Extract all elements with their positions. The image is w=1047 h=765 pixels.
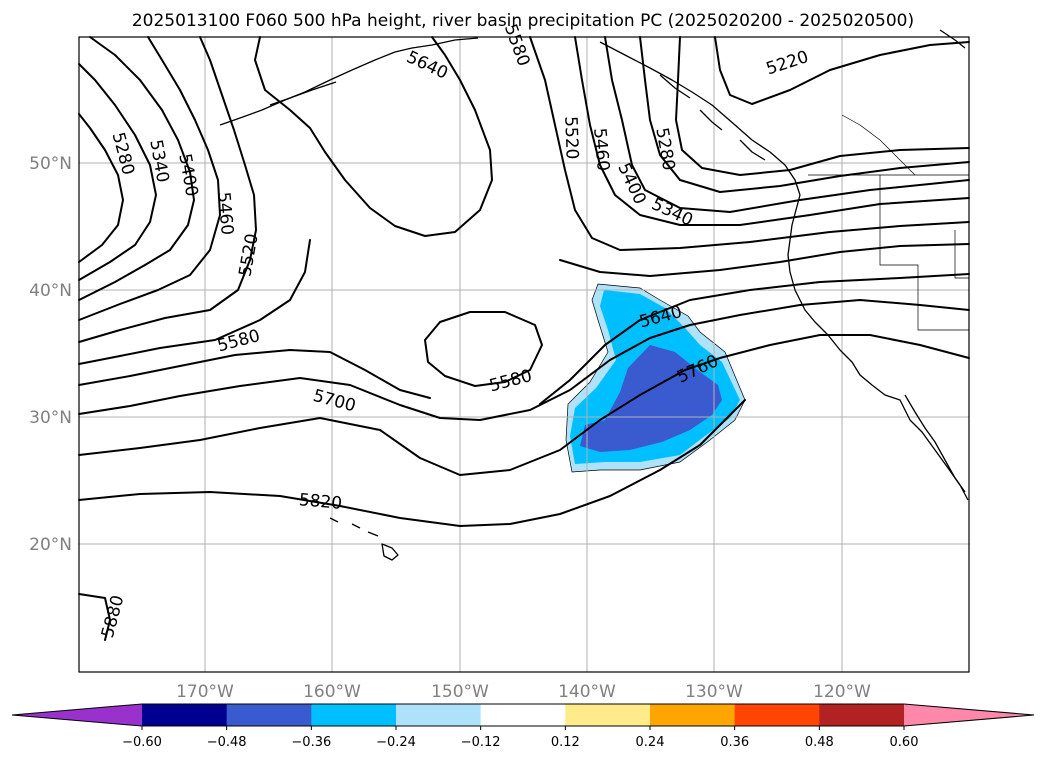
contour-5220: [714, 36, 970, 105]
contour-5580-east: [559, 243, 970, 277]
colorbar-segment: [734, 704, 820, 726]
contour-5700: [78, 299, 970, 421]
gulf-of-alaska-coast: [599, 41, 801, 196]
precip-region-outline: [565, 283, 746, 473]
colorbar-tick-label: 0.48: [805, 735, 834, 750]
height-contours: [78, 36, 970, 641]
colorbar-segment: [819, 704, 905, 726]
contour-5640-east: [539, 273, 970, 405]
precipitation-shading: [565, 283, 746, 473]
lon-label-160w: 160°W: [303, 682, 361, 702]
aleutian-alaska-coast: [219, 37, 479, 126]
figure-title: 2025013100 F060 500 hPa height, river ba…: [132, 11, 914, 31]
colorbar-tick-label: −0.24: [376, 735, 416, 750]
colorbar-extend-low: [12, 704, 142, 726]
contour-5400: [78, 36, 195, 301]
colorbar-segment: [480, 704, 566, 726]
colorbar-segment: [142, 704, 228, 726]
contour-5580-low: [424, 311, 543, 387]
contour-label-5460-east: 5460: [589, 127, 613, 172]
colorbar-tick-label: 0.60: [890, 735, 919, 750]
latitude-labels: 50°N 40°N 30°N 20°N: [29, 154, 72, 555]
contour-label-5520-east: 5520: [560, 116, 581, 160]
colorbar-tick-label: −0.12: [461, 735, 501, 750]
colorbar-tick-label: −0.60: [122, 735, 162, 750]
contour-5820: [78, 399, 746, 527]
colorbar-tick-label: −0.36: [291, 735, 331, 750]
colorbar-tick-label: 0.36: [720, 735, 749, 750]
contour-5460: [78, 36, 221, 321]
lon-label-120w: 120°W: [813, 682, 871, 702]
contour-label-5820: 5820: [298, 490, 343, 514]
contour-5580-west: [78, 239, 311, 365]
colorbar-tick-label: 0.12: [551, 735, 580, 750]
baja-california-coast: [904, 394, 966, 493]
precip-strong-negative-area: [580, 345, 722, 452]
lat-label-50n: 50°N: [29, 154, 72, 174]
hawaii-islands: [329, 517, 399, 561]
colorbar-segment: [565, 704, 651, 726]
colorbar-segment: [311, 704, 397, 726]
colorbar-segment: [226, 704, 312, 726]
contour-5760: [78, 334, 970, 476]
colorbar-segment: [650, 704, 736, 726]
lat-label-20n: 20°N: [29, 535, 72, 555]
contour-label-5460-west: 5460: [213, 191, 237, 236]
lon-label-130w: 130°W: [685, 682, 743, 702]
contour-5340-east: [639, 36, 970, 193]
colorbar-extend-high: [904, 704, 1034, 726]
colorbar-tick-label: 0.24: [636, 735, 665, 750]
contour-5460-east: [574, 36, 970, 226]
colorbar: −0.60 −0.48 −0.36 −0.24 −0.12 0.12 0.24 0.36 0.4…: [11, 703, 1035, 750]
lon-label-170w: 170°W: [176, 682, 234, 702]
contour-5400-east: [604, 36, 970, 213]
lat-label-30n: 30°N: [29, 408, 72, 428]
colorbar-tick-label: −0.48: [207, 735, 247, 750]
lat-label-40n: 40°N: [29, 281, 72, 301]
lon-label-150w: 150°W: [431, 682, 489, 702]
contour-5280: [78, 113, 124, 263]
contour-5520: [78, 36, 257, 343]
contour-5520-upper-low: [254, 36, 493, 237]
contour-5640: [78, 349, 431, 399]
map-frame: [78, 36, 970, 673]
longitude-labels: 170°W 160°W 150°W 140°W 130°W 120°W: [176, 682, 871, 702]
contour-5340: [78, 63, 157, 281]
contour-5880-west: [78, 593, 111, 641]
colorbar-segment: [396, 704, 482, 726]
coastlines: [219, 29, 969, 561]
contour-5280-east: [675, 36, 970, 176]
contour-5520-east: [529, 36, 970, 251]
lon-label-140w: 140°W: [558, 682, 616, 702]
map-background: [79, 37, 969, 672]
west-coast-north-america: [787, 194, 969, 501]
